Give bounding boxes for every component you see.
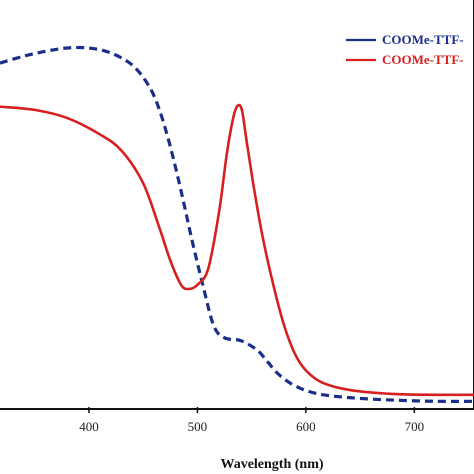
x-tick-label: 700 [405, 419, 425, 434]
x-axis-label: Wavelength (nm) [220, 457, 323, 472]
plot-area [0, 0, 474, 410]
plot-frame [0, 0, 474, 410]
x-tick-label: 500 [188, 419, 208, 434]
x-tick-label: 400 [79, 419, 99, 434]
series-line-2 [0, 103, 474, 397]
series-layer [0, 45, 474, 403]
legend: COOMe-TTF- COOMe-TTF- [346, 32, 464, 67]
legend-label-2: COOMe-TTF- [382, 52, 464, 67]
series-line-1 [0, 45, 474, 403]
x-axis: 400 500 600 700 [79, 407, 424, 434]
x-tick-label: 600 [296, 419, 316, 434]
legend-label-1: COOMe-TTF- [382, 32, 464, 47]
